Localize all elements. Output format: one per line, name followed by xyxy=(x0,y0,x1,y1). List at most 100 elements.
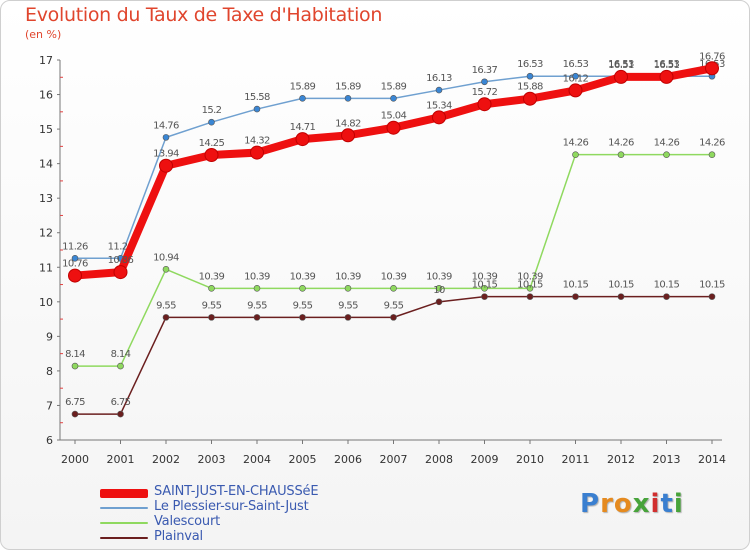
data-label: 8.14 xyxy=(65,349,85,360)
data-label: 9.55 xyxy=(202,300,222,311)
x-tick-label: 2014 xyxy=(698,453,726,466)
data-label: 16.51 xyxy=(654,60,680,71)
data-point xyxy=(253,314,261,321)
data-point xyxy=(663,293,670,300)
data-point xyxy=(344,285,352,292)
data-point xyxy=(253,105,261,113)
data-label: 15.89 xyxy=(290,81,316,92)
data-label: 10.86 xyxy=(108,255,134,266)
legend-swatch xyxy=(100,488,148,498)
data-point xyxy=(390,285,397,292)
y-tick-label: 10 xyxy=(39,296,53,309)
legend-label: Valescourt xyxy=(154,514,221,529)
data-point xyxy=(71,410,79,418)
legend-item: Le Plessier-sur-Saint-Just xyxy=(100,499,420,516)
chart-subtitle: (en %) xyxy=(25,28,62,41)
x-tick-label: 2006 xyxy=(334,453,362,466)
data-label: 10.39 xyxy=(426,271,452,282)
data-label: 9.55 xyxy=(247,300,267,311)
data-point xyxy=(299,314,306,321)
data-label: 14.71 xyxy=(290,122,316,133)
chart-title: Evolution du Taux de Taxe d'Habitation xyxy=(25,4,383,26)
data-point xyxy=(344,314,352,321)
legend: SAINT-JUST-EN-CHAUSSéE Le Plessier-sur-Sa… xyxy=(100,484,420,546)
data-point xyxy=(526,72,534,80)
data-point xyxy=(617,151,625,158)
logo-letter: r xyxy=(600,489,614,519)
data-point xyxy=(68,268,82,283)
data-label: 16.53 xyxy=(654,59,680,70)
data-point xyxy=(208,314,215,321)
data-label: 13.94 xyxy=(153,149,179,160)
data-label: 10.15 xyxy=(654,280,680,291)
data-label: 10.39 xyxy=(290,271,316,282)
data-label: 16.53 xyxy=(608,59,634,70)
data-label: 9.55 xyxy=(156,300,176,311)
legend-swatch xyxy=(100,507,148,509)
data-label: 6.75 xyxy=(65,397,85,408)
data-label: 10.39 xyxy=(381,271,407,282)
data-point xyxy=(708,151,716,158)
x-tick-label: 2009 xyxy=(471,453,499,466)
data-point xyxy=(208,285,215,292)
data-label: 16.13 xyxy=(426,73,452,84)
logo-letter: i xyxy=(673,489,684,519)
data-point xyxy=(295,132,310,147)
data-point xyxy=(526,293,534,300)
data-label: 14.26 xyxy=(654,138,680,149)
data-label: 14.26 xyxy=(608,138,634,149)
data-point xyxy=(250,145,264,160)
data-label: 11.26 xyxy=(108,241,134,252)
data-label: 14.26 xyxy=(563,138,589,149)
x-tick-label: 2004 xyxy=(243,453,271,466)
data-label: 10.15 xyxy=(517,280,543,291)
data-point xyxy=(341,128,355,143)
data-point xyxy=(477,97,492,112)
y-tick-label: 14 xyxy=(39,158,53,171)
data-point xyxy=(481,78,488,86)
data-label: 15.58 xyxy=(244,92,270,103)
data-label: 6.75 xyxy=(111,397,131,408)
data-point xyxy=(117,410,124,418)
x-tick-label: 2010 xyxy=(516,453,544,466)
data-point xyxy=(659,69,674,84)
legend-item: Plainval xyxy=(100,529,420,546)
legend-swatch xyxy=(100,522,148,524)
data-point xyxy=(617,293,625,300)
data-label: 9.55 xyxy=(338,300,358,311)
data-point xyxy=(162,134,170,141)
data-label: 16.12 xyxy=(563,73,589,84)
data-point xyxy=(117,362,124,370)
data-point xyxy=(390,95,397,102)
y-tick-label: 12 xyxy=(39,227,53,240)
data-point xyxy=(523,91,537,106)
data-point xyxy=(71,362,79,370)
data-point xyxy=(435,298,443,306)
logo-letter: P xyxy=(580,489,601,519)
data-label: 10.39 xyxy=(472,271,498,282)
data-label: 14.76 xyxy=(153,120,179,131)
data-point xyxy=(568,83,583,98)
data-point xyxy=(71,254,79,262)
data-point xyxy=(253,285,261,292)
logo-letter: i xyxy=(650,489,661,519)
data-label: 16.76 xyxy=(699,51,725,62)
logo-letter: t xyxy=(660,489,674,519)
data-point xyxy=(432,110,446,125)
data-point xyxy=(435,285,443,292)
data-label: 10 xyxy=(433,285,445,296)
data-label: 16.53 xyxy=(563,59,589,70)
legend-item: SAINT-JUST-EN-CHAUSSéE xyxy=(100,484,420,501)
y-tick-label: 8 xyxy=(46,365,53,378)
data-point xyxy=(162,314,170,321)
data-label: 15.88 xyxy=(517,82,543,93)
data-label: 10.15 xyxy=(563,280,589,291)
data-point xyxy=(344,95,352,102)
data-label: 15.72 xyxy=(472,87,498,98)
data-point xyxy=(208,118,215,126)
data-point xyxy=(159,158,173,173)
data-label: 16.37 xyxy=(472,65,498,76)
x-tick-label: 2013 xyxy=(653,453,681,466)
x-tick-label: 2007 xyxy=(380,453,408,466)
data-point xyxy=(705,61,719,76)
